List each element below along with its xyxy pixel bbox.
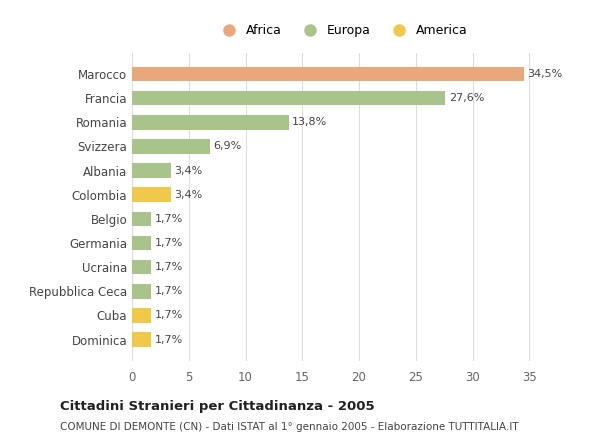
Text: 1,7%: 1,7% <box>155 311 183 320</box>
Bar <box>132 67 524 81</box>
Text: 34,5%: 34,5% <box>527 69 562 79</box>
Text: 3,4%: 3,4% <box>174 165 202 176</box>
Text: 1,7%: 1,7% <box>155 238 183 248</box>
Text: 27,6%: 27,6% <box>449 93 484 103</box>
Text: 1,7%: 1,7% <box>155 262 183 272</box>
Bar <box>132 212 151 226</box>
Bar <box>132 308 151 323</box>
Bar <box>132 236 151 250</box>
Bar <box>132 332 151 347</box>
Legend: Africa, Europa, America: Africa, Europa, America <box>211 19 473 42</box>
Text: Cittadini Stranieri per Cittadinanza - 2005: Cittadini Stranieri per Cittadinanza - 2… <box>60 400 374 414</box>
Text: 6,9%: 6,9% <box>214 141 242 151</box>
Bar <box>132 91 445 106</box>
Bar <box>132 284 151 298</box>
Bar <box>132 139 211 154</box>
Text: 1,7%: 1,7% <box>155 286 183 296</box>
Bar <box>132 115 289 129</box>
Text: 3,4%: 3,4% <box>174 190 202 200</box>
Text: 1,7%: 1,7% <box>155 334 183 345</box>
Text: 1,7%: 1,7% <box>155 214 183 224</box>
Text: 13,8%: 13,8% <box>292 117 328 127</box>
Bar <box>132 260 151 275</box>
Bar <box>132 187 170 202</box>
Bar <box>132 163 170 178</box>
Text: COMUNE DI DEMONTE (CN) - Dati ISTAT al 1° gennaio 2005 - Elaborazione TUTTITALIA: COMUNE DI DEMONTE (CN) - Dati ISTAT al 1… <box>60 422 518 433</box>
